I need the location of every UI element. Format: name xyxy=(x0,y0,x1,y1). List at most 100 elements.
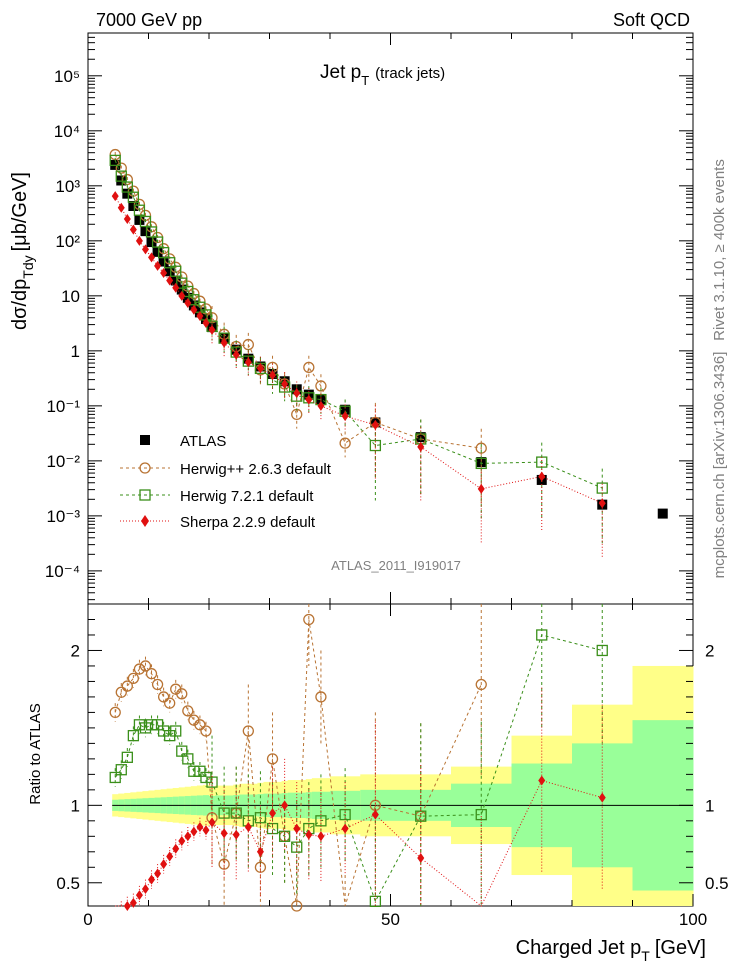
herwig7-ratio-point xyxy=(182,753,194,765)
herwig7-point xyxy=(121,181,133,193)
herwigpp-point xyxy=(315,380,327,392)
sherpa-point xyxy=(184,298,192,309)
herwigpp-ratio-point xyxy=(121,680,133,692)
herwig7-point xyxy=(176,277,188,289)
legend-marker-sherpa xyxy=(141,515,149,527)
herwigpp-ratio-point xyxy=(242,725,254,737)
herwig7-ratio-point xyxy=(127,729,140,742)
sherpa-ratio-point xyxy=(166,851,174,862)
y-tick-label: 10 xyxy=(61,287,80,306)
herwig7-ratio-point xyxy=(536,629,548,641)
sherpa-ratio-point xyxy=(141,883,149,894)
sherpa-point xyxy=(196,311,204,322)
sherpa-line xyxy=(114,195,603,504)
ratio-tick-label-right: 0.5 xyxy=(705,874,729,893)
herwigpp-ratio-point xyxy=(164,697,176,709)
herwig7-ratio-point xyxy=(109,771,121,784)
herwig7-point xyxy=(127,191,140,203)
herwig7-ratio-point xyxy=(121,751,133,763)
herwigpp-point xyxy=(475,442,487,454)
sherpa-point xyxy=(244,357,252,368)
sherpa-ratio-point xyxy=(196,822,204,833)
ratio-tick-label-left: 2 xyxy=(71,641,80,660)
herwig7-ratio-point xyxy=(315,815,327,827)
sherpa-point xyxy=(123,213,131,224)
herwig7-ratio-point xyxy=(194,765,206,777)
herwig7-ratio-point xyxy=(206,776,218,788)
herwigpp-ratio-point xyxy=(266,753,279,765)
sherpa-point xyxy=(178,290,186,301)
atlas-point xyxy=(128,200,139,211)
sherpa-point xyxy=(341,411,349,422)
herwig7-line xyxy=(114,160,603,489)
y-tick-label: 10⁻¹ xyxy=(46,397,80,416)
herwig7-point xyxy=(151,236,164,248)
herwigpp-ratio-point xyxy=(157,691,170,703)
atlas-point xyxy=(134,214,145,225)
legend-marker-herwigpp xyxy=(139,462,151,474)
sherpa-ratio-point xyxy=(281,800,289,811)
y-axis-label-main: dσ/dpTdy[μb/GeV] xyxy=(9,172,36,330)
atlas-point xyxy=(182,292,193,303)
herwig7-point xyxy=(139,215,152,228)
sherpa-ratio-point xyxy=(178,835,186,846)
sherpa-point xyxy=(111,191,119,202)
sherpa-ratio-point xyxy=(269,808,277,819)
herwigpp-ratio-point xyxy=(151,678,164,691)
herwig7-point xyxy=(182,285,194,298)
atlas-point xyxy=(340,404,351,415)
sherpa-ratio-point xyxy=(160,859,168,870)
herwig7-ratio-point xyxy=(176,745,188,757)
herwigpp-ratio-point xyxy=(194,719,206,731)
sherpa-point xyxy=(477,483,485,494)
analysis-id: ATLAS_2011_I919017 xyxy=(331,558,461,573)
y-axis-label-ratio: Ratio to ATLAS xyxy=(27,703,44,804)
herwig7-ratio-point xyxy=(139,722,152,734)
herwig7-point xyxy=(170,265,182,277)
herwig7-ratio-point xyxy=(151,719,164,731)
herwig7-point xyxy=(145,226,158,238)
herwig7-point xyxy=(475,457,487,470)
sherpa-ratio-point xyxy=(172,843,180,854)
legend-entry-herwigpp: Herwig++ 2.6.3 default xyxy=(180,461,332,478)
y-tick-label: 1 xyxy=(71,342,80,361)
x-tick-label: 100 xyxy=(679,910,707,929)
y-tick-label: 10⁵ xyxy=(54,67,80,86)
sherpa-point xyxy=(281,378,289,389)
herwigpp-ratio-point xyxy=(176,688,188,700)
atlas-point xyxy=(657,508,668,519)
header-left: 7000 GeV pp xyxy=(96,10,202,30)
sherpa-point xyxy=(160,268,168,279)
atlas-point xyxy=(158,256,169,267)
herwigpp-ratio-point xyxy=(291,900,303,912)
sherpa-point xyxy=(371,419,379,430)
herwigpp-ratio-point xyxy=(475,678,487,691)
herwig7-ratio-point xyxy=(133,719,146,731)
herwigpp-ratio-point xyxy=(109,706,121,719)
sherpa-point xyxy=(166,275,174,286)
herwigpp-point xyxy=(303,361,315,374)
sherpa-point xyxy=(190,304,198,315)
herwig7-point xyxy=(157,246,170,259)
ratio-tick-label-left: 1 xyxy=(71,796,80,815)
mcplots-label: mcplots.cern.ch [arXiv:1306.3436] xyxy=(711,352,728,579)
legend: ATLAS Herwig++ 2.6.3 default Herwig 7.2.… xyxy=(120,433,332,531)
sherpa-ratio-point xyxy=(317,831,325,842)
sherpa-ratio-point xyxy=(154,868,162,879)
herwig7-ratio-point xyxy=(254,812,267,824)
legend-entry-herwig7: Herwig 7.2.1 default xyxy=(180,488,314,505)
herwigpp-ratio-point xyxy=(133,663,146,675)
y-tick-label: 10⁴ xyxy=(54,122,80,141)
herwig7-point xyxy=(133,204,146,216)
sherpa-ratio-point xyxy=(184,831,192,842)
sherpa-point xyxy=(148,252,156,263)
y-tick-label: 10⁻⁴ xyxy=(45,562,80,581)
herwigpp-ratio-point xyxy=(139,660,152,672)
plot-title: Jet pT (track jets) xyxy=(320,62,445,88)
herwigpp-line xyxy=(114,154,482,449)
sherpa-ratio-point xyxy=(208,817,216,828)
herwig7-ratio-point xyxy=(115,764,127,776)
herwig7-point xyxy=(109,154,121,167)
atlas-point xyxy=(176,284,187,295)
